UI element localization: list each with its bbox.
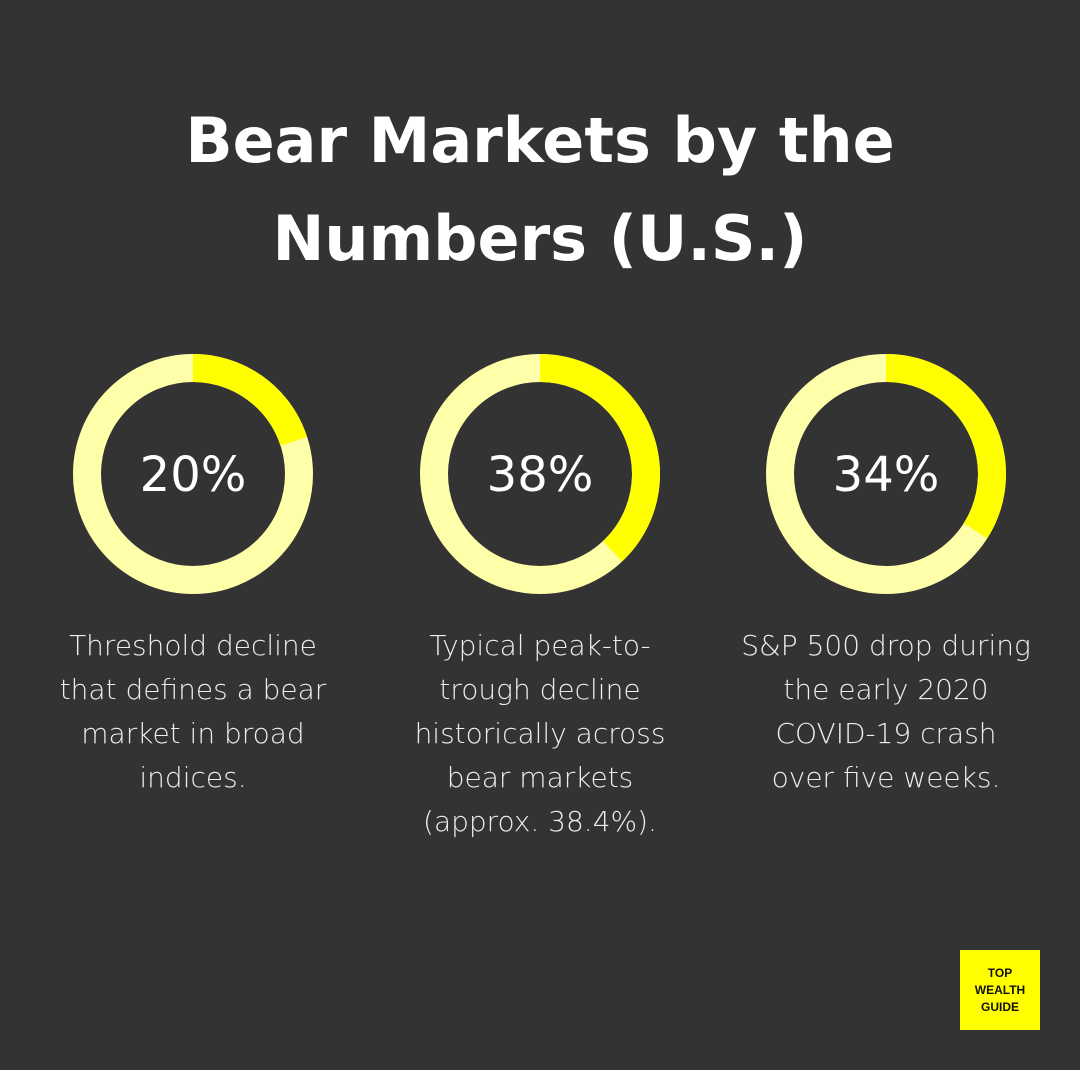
logo: TOP WEALTH GUIDE: [960, 950, 1040, 1030]
logo-text: GUIDE: [980, 999, 1019, 1014]
logo-text: WEALTH: [974, 982, 1026, 997]
value-label: 34%: [833, 447, 940, 503]
donut-segment: [885, 354, 1006, 539]
logo-text: TOP: [987, 965, 1013, 980]
description: S&P 500 drop during the early 2020 COVID…: [741, 629, 1031, 794]
donut-segment: [192, 354, 308, 446]
value-label: 20%: [140, 447, 247, 503]
description: Typical peak-to-trough decline historica…: [414, 629, 666, 838]
value-label: 38%: [487, 447, 594, 503]
donut-segment: [539, 354, 660, 562]
chart-title: Bear Markets by the Numbers (U.S.): [185, 104, 895, 275]
description: Threshold decline that defines a bear ma…: [59, 629, 327, 794]
